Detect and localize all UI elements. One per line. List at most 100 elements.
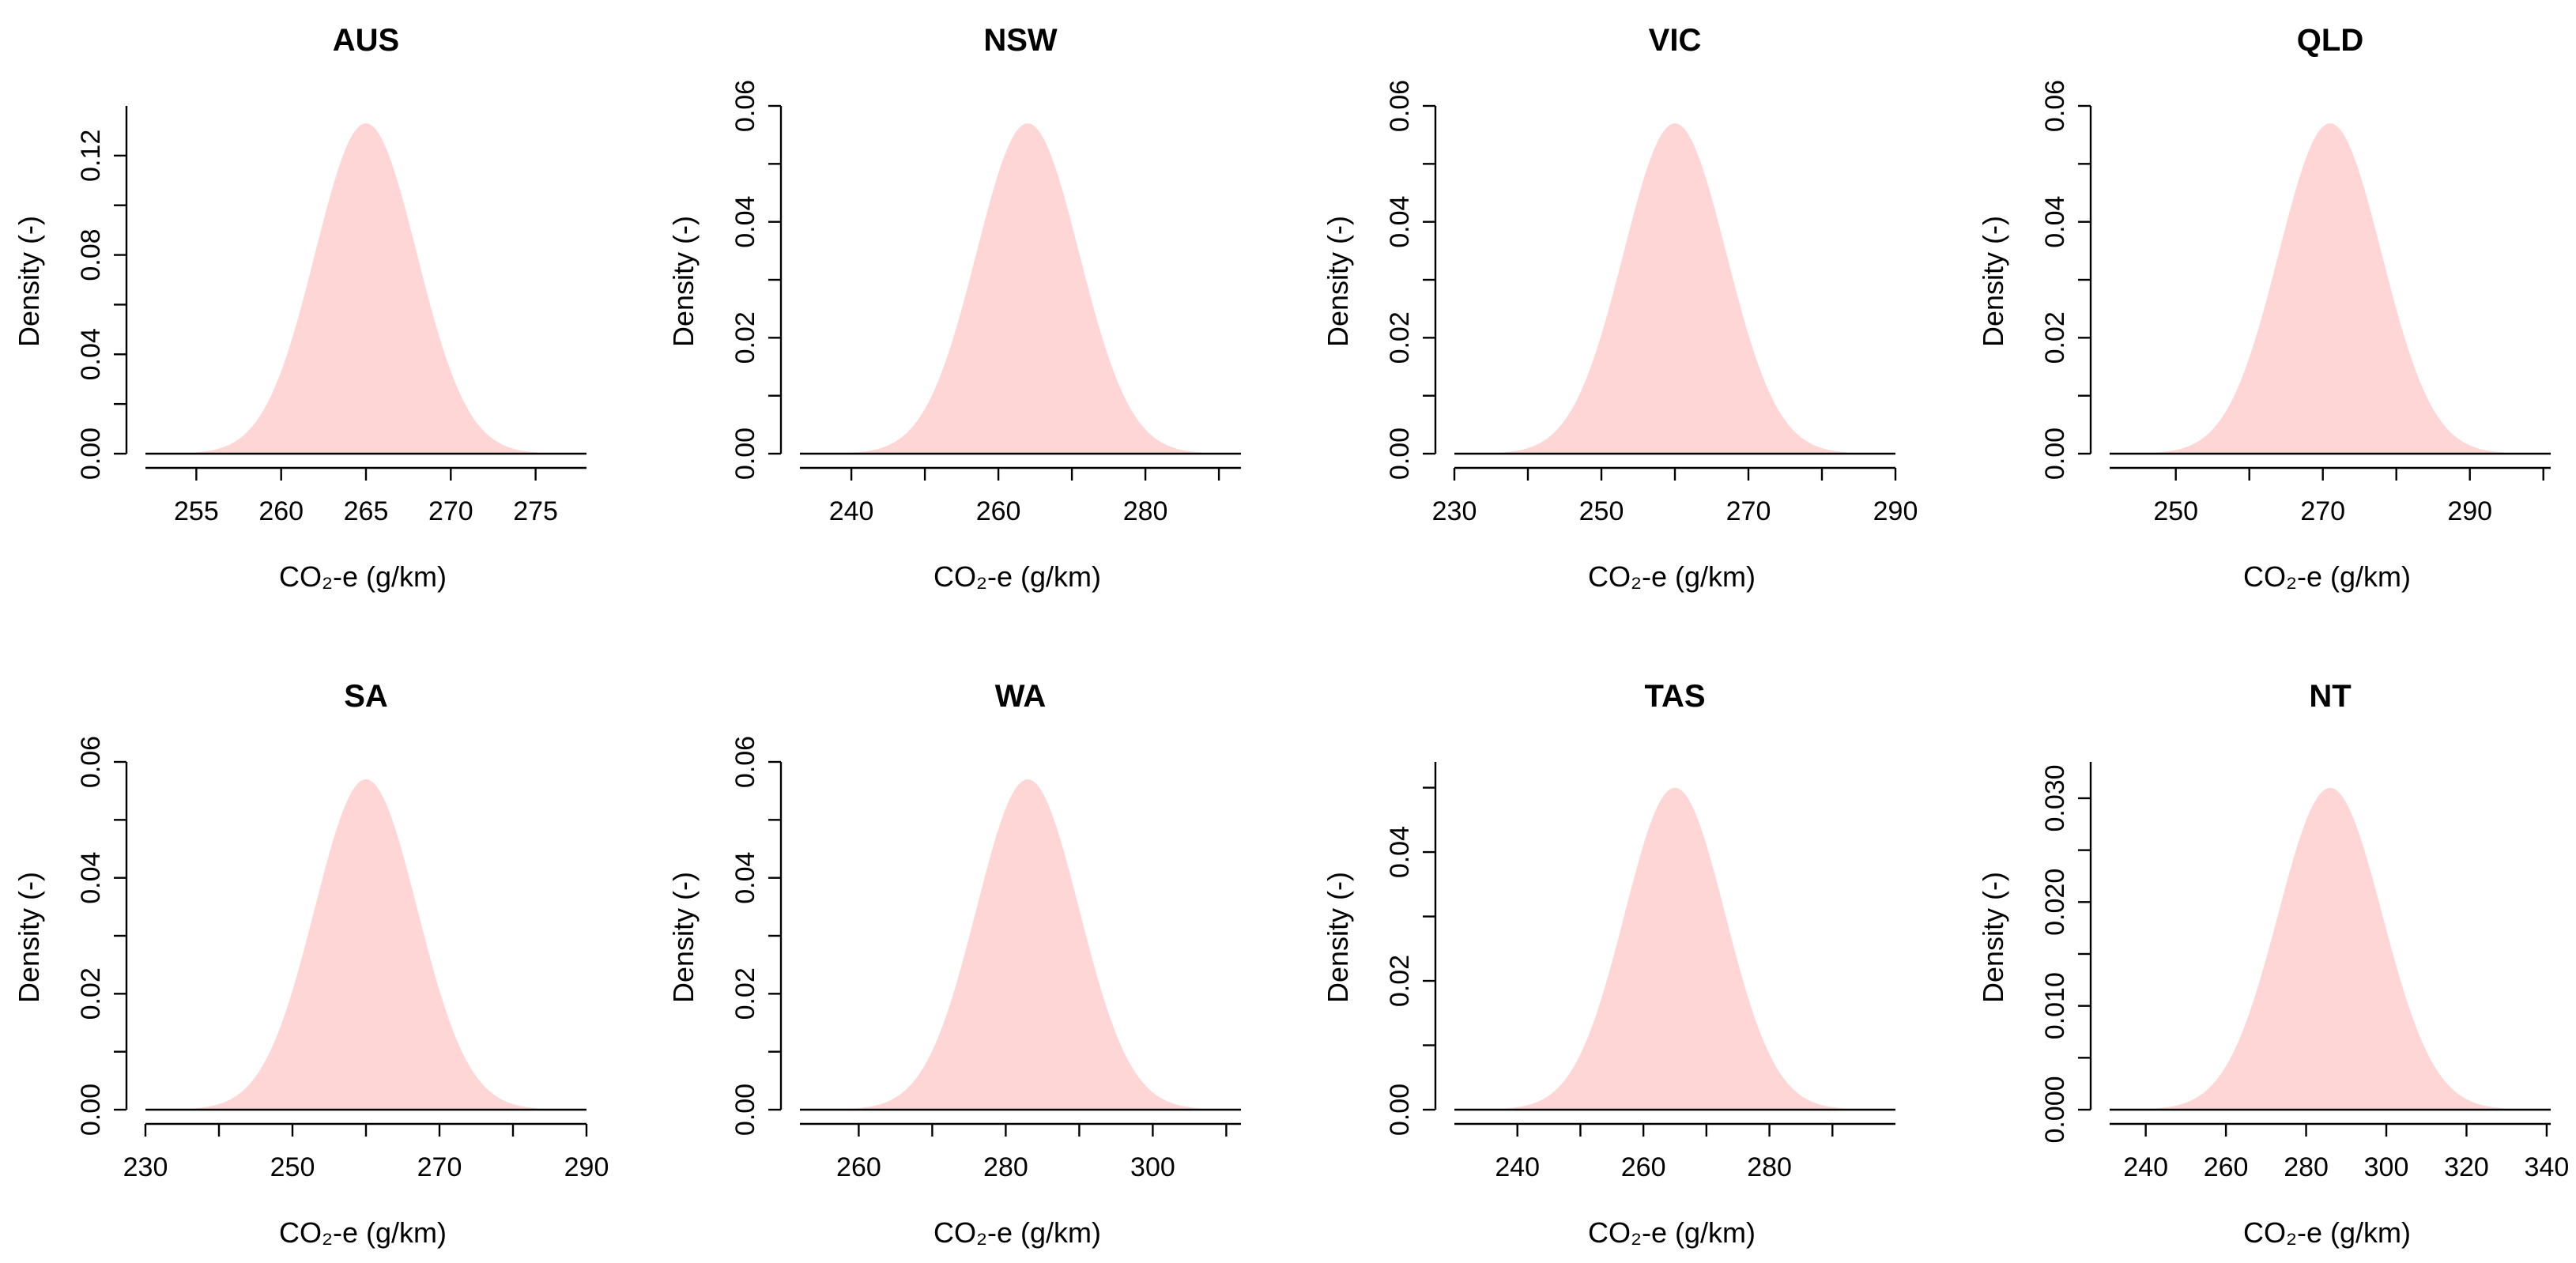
density-area bbox=[162, 123, 570, 454]
x-tick-label: 270 bbox=[428, 496, 473, 526]
y-axis-label: Density (-) bbox=[1322, 872, 1354, 1003]
y-tick-label: 0.030 bbox=[2040, 764, 2070, 831]
y-tick-label: 0.02 bbox=[2040, 311, 2070, 364]
panel-sa: 0.00 0.02 0.04 0.06 230 250 270 290 SA CO₂-e (g/k… bbox=[13, 679, 609, 1249]
y-tick-label: 0.04 bbox=[76, 328, 106, 380]
panel-title: VIC bbox=[1649, 23, 1702, 58]
y-tick-label: 0.04 bbox=[1385, 826, 1415, 878]
x-tick-label: 240 bbox=[1495, 1152, 1540, 1182]
y-tick-label: 0.12 bbox=[76, 130, 106, 182]
y-tick-label: 0.02 bbox=[1385, 311, 1415, 364]
x-axis-label: CO₂-e (g/km) bbox=[933, 1216, 1101, 1249]
y-axis-label: Density (-) bbox=[13, 872, 45, 1003]
x-tick-label: 290 bbox=[564, 1152, 609, 1182]
x-tick-label: 265 bbox=[344, 496, 389, 526]
x-axis-label: CO₂-e (g/km) bbox=[279, 560, 447, 593]
y-axis-label: Density (-) bbox=[1977, 872, 2009, 1003]
y-axis-label: Density (-) bbox=[13, 216, 45, 347]
panel-nsw: 0.00 0.02 0.04 0.06 240 260 280 NSW CO₂-e (g/km)… bbox=[667, 23, 1241, 593]
x-tick-label: 260 bbox=[836, 1152, 881, 1182]
x-tick-label: 275 bbox=[513, 496, 558, 526]
y-tick-label: 0.020 bbox=[2040, 869, 2070, 936]
density-area bbox=[1473, 787, 1877, 1110]
x-tick-label: 280 bbox=[1747, 1152, 1792, 1182]
x-tick-label: 320 bbox=[2444, 1152, 2489, 1182]
y-tick-label: 0.00 bbox=[76, 428, 106, 480]
x-tick-label: 260 bbox=[976, 496, 1021, 526]
panel-title: NSW bbox=[983, 23, 1058, 58]
density-area bbox=[160, 779, 572, 1110]
x-tick-label: 280 bbox=[983, 1152, 1028, 1182]
x-tick-label: 280 bbox=[1123, 496, 1168, 526]
panel-title: WA bbox=[995, 679, 1046, 714]
x-tick-label: 270 bbox=[417, 1152, 462, 1182]
x-tick-label: 340 bbox=[2525, 1152, 2570, 1182]
y-axis-label: Density (-) bbox=[667, 872, 700, 1003]
y-tick-label: 0.00 bbox=[1385, 1084, 1415, 1136]
y-tick-label: 0.02 bbox=[730, 967, 760, 1020]
y-tick-label: 0.00 bbox=[2040, 428, 2070, 480]
y-axis-label: Density (-) bbox=[667, 216, 700, 347]
panel-title: QLD bbox=[2297, 23, 2363, 58]
panel-title: TAS bbox=[1644, 679, 1705, 714]
x-axis-label: CO₂-e (g/km) bbox=[1588, 1216, 1756, 1249]
y-tick-label: 0.06 bbox=[2040, 80, 2070, 132]
x-axis-label: CO₂-e (g/km) bbox=[2243, 1216, 2411, 1249]
x-tick-label: 300 bbox=[1130, 1152, 1175, 1182]
x-axis-label: CO₂-e (g/km) bbox=[2243, 560, 2411, 593]
x-tick-label: 300 bbox=[2364, 1152, 2409, 1182]
x-tick-label: 290 bbox=[2447, 496, 2492, 526]
x-tick-label: 250 bbox=[270, 1152, 315, 1182]
x-tick-label: 230 bbox=[1432, 496, 1477, 526]
y-tick-label: 0.00 bbox=[76, 1084, 106, 1136]
x-tick-label: 240 bbox=[829, 496, 874, 526]
x-tick-label: 260 bbox=[1621, 1152, 1666, 1182]
y-tick-label: 0.000 bbox=[2040, 1076, 2070, 1143]
x-axis-label: CO₂-e (g/km) bbox=[1588, 560, 1756, 593]
panel-nt: 0.000 0.010 0.020 0.030 240 260 280 300 320 340 NT… bbox=[1977, 679, 2569, 1249]
x-tick-label: 260 bbox=[258, 496, 304, 526]
y-tick-label: 0.08 bbox=[76, 228, 106, 281]
density-area bbox=[2124, 123, 2536, 454]
y-tick-label: 0.00 bbox=[730, 1084, 760, 1136]
panel-tas: 0.00 0.02 0.04 240 260 280 TAS CO₂-e (g/km) Dens… bbox=[1322, 679, 1895, 1249]
x-tick-label: 230 bbox=[123, 1152, 168, 1182]
y-tick-label: 0.02 bbox=[730, 311, 760, 364]
y-tick-label: 0.00 bbox=[1385, 428, 1415, 480]
density-area bbox=[2122, 787, 2539, 1110]
x-tick-label: 270 bbox=[2300, 496, 2345, 526]
x-axis-label: CO₂-e (g/km) bbox=[279, 1216, 447, 1249]
panel-title: NT bbox=[2309, 679, 2351, 714]
y-tick-label: 0.02 bbox=[76, 967, 106, 1020]
panel-wa: 0.00 0.02 0.04 0.06 260 280 300 WA CO₂-e (g/km) D… bbox=[667, 679, 1241, 1249]
density-area bbox=[1469, 123, 1881, 454]
y-tick-label: 0.00 bbox=[730, 428, 760, 480]
panel-vic: 0.00 0.02 0.04 0.06 230 250 270 290 VIC CO₂-e (g/… bbox=[1322, 23, 1918, 593]
y-tick-label: 0.06 bbox=[1385, 80, 1415, 132]
panel-title: SA bbox=[344, 679, 388, 714]
y-tick-label: 0.02 bbox=[1385, 955, 1415, 1007]
x-tick-label: 280 bbox=[2284, 1152, 2329, 1182]
y-tick-label: 0.06 bbox=[730, 736, 760, 788]
panel-aus: 0.00 0.04 0.08 0.12 255 260 265 270 275 AUS CO₂-e … bbox=[13, 23, 586, 593]
x-tick-label: 250 bbox=[1579, 496, 1624, 526]
x-tick-label: 270 bbox=[1726, 496, 1771, 526]
density-area bbox=[821, 779, 1234, 1110]
y-tick-label: 0.06 bbox=[76, 736, 106, 788]
y-tick-label: 0.04 bbox=[730, 196, 760, 248]
panel-qld: 0.00 0.02 0.04 0.06 250 270 290 QLD CO₂-e (g/km)… bbox=[1977, 23, 2551, 593]
y-tick-label: 0.04 bbox=[730, 852, 760, 904]
y-axis-label: Density (-) bbox=[1977, 216, 2009, 347]
y-tick-label: 0.04 bbox=[76, 852, 106, 904]
y-tick-label: 0.04 bbox=[2040, 196, 2070, 248]
density-area bbox=[821, 123, 1234, 454]
x-tick-label: 250 bbox=[2153, 496, 2198, 526]
x-tick-label: 260 bbox=[2204, 1152, 2249, 1182]
y-tick-label: 0.04 bbox=[1385, 196, 1415, 248]
x-tick-label: 255 bbox=[174, 496, 219, 526]
x-axis-label: CO₂-e (g/km) bbox=[933, 560, 1101, 593]
panel-title: AUS bbox=[333, 23, 399, 58]
y-axis-label: Density (-) bbox=[1322, 216, 1354, 347]
x-tick-label: 240 bbox=[2123, 1152, 2168, 1182]
